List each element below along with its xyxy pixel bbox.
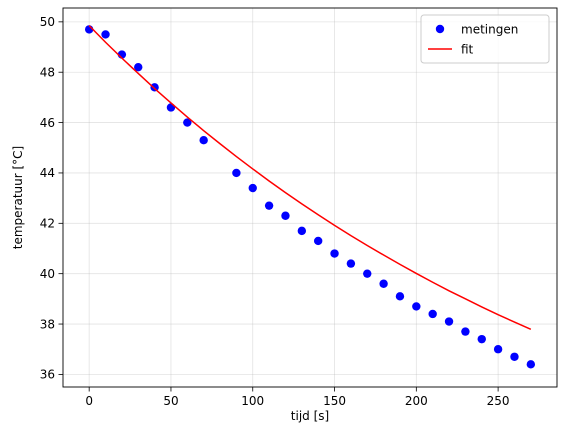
legend: metingen fit	[420, 14, 550, 64]
data-point	[477, 334, 486, 344]
y-tick-label: 36	[40, 368, 55, 382]
x-tick-label: 50	[163, 394, 178, 408]
data-point	[330, 249, 339, 258]
data-point	[183, 118, 192, 127]
data-point	[150, 83, 159, 92]
data-point	[428, 309, 437, 319]
y-tick-label: 48	[40, 66, 55, 80]
y-tick-label: 42	[40, 217, 55, 231]
data-point	[101, 30, 110, 39]
data-point	[134, 62, 143, 72]
x-tick-label: 100	[241, 394, 264, 408]
x-tick-label: 250	[487, 394, 510, 408]
data-point	[461, 327, 470, 336]
x-tick-label: 0	[85, 394, 93, 408]
data-point	[281, 211, 290, 220]
data-point	[232, 168, 241, 178]
y-tick-label: 40	[40, 267, 55, 281]
data-layer	[84, 25, 536, 369]
data-point	[510, 352, 519, 361]
data-point	[412, 302, 421, 311]
data-point	[395, 292, 405, 301]
y-tick-label: 46	[40, 116, 55, 130]
legend-box	[420, 14, 550, 64]
data-point	[444, 317, 454, 326]
fit-line	[88, 25, 532, 331]
ticks: 0 50 100 150 200 250 36 38 40 42 44 46 48 50	[40, 15, 510, 408]
plot-frame	[62, 7, 558, 388]
data-point	[363, 269, 372, 278]
data-point	[526, 360, 536, 369]
data-point	[264, 201, 274, 210]
legend-label-metingen: metingen	[461, 23, 518, 37]
legend-label-fit: fit	[461, 43, 474, 57]
data-point	[313, 236, 323, 246]
data-point	[493, 345, 503, 354]
data-point	[297, 226, 307, 236]
y-tick-label: 50	[40, 15, 55, 29]
y-tick-label: 38	[40, 317, 55, 331]
legend-marker-metingen	[435, 24, 445, 34]
x-tick-label: 200	[405, 394, 428, 408]
y-tick-label: 44	[40, 166, 55, 180]
y-axis-label: temperatuur [°C]	[11, 146, 25, 249]
x-axis-label: tijd [s]	[291, 409, 329, 423]
data-point	[346, 259, 356, 268]
data-point	[379, 279, 388, 288]
data-point	[199, 136, 208, 145]
data-point	[248, 183, 257, 193]
x-tick-label: 150	[323, 394, 346, 408]
